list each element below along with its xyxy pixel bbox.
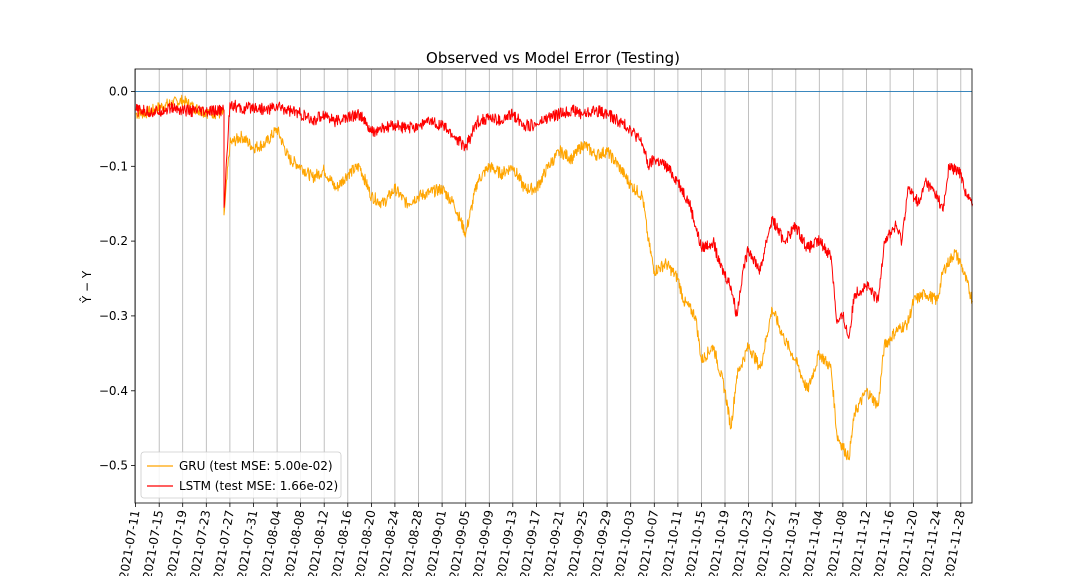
legend-label-lstm: LSTM (test MSE: 1.66e-02) — [179, 479, 338, 493]
legend-label-gru: GRU (test MSE: 5.00e-02) — [179, 459, 333, 473]
chart-title: Observed vs Model Error (Testing) — [426, 49, 680, 67]
y-tick-label: −0.5 — [99, 459, 128, 473]
legend-box — [140, 451, 342, 499]
x-gridlines — [135, 69, 962, 503]
series-line-lstm — [135, 99, 974, 339]
y-tick-label: −0.1 — [99, 159, 128, 173]
y-tick-label: 0.0 — [109, 84, 128, 98]
legend: GRU (test MSE: 5.00e-02) LSTM (test MSE:… — [140, 451, 342, 499]
y-tick-label: −0.3 — [99, 309, 128, 323]
y-axis-ticks: 0.0 −0.1 −0.2 −0.3 −0.4 −0.5 — [99, 84, 135, 473]
plot-frame — [134, 68, 973, 504]
series-lines — [135, 94, 974, 461]
y-axis-label: Ŷ − Y — [79, 270, 94, 304]
series-line-gru — [135, 94, 973, 461]
y-tick-label: −0.4 — [99, 384, 128, 398]
y-tick-label: −0.2 — [99, 234, 128, 248]
